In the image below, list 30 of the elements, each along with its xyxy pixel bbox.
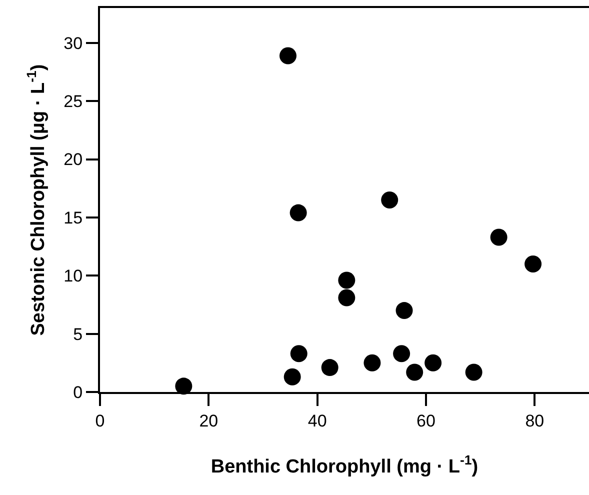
point: [290, 204, 307, 222]
y-tick-label: 5: [73, 324, 83, 344]
point: [465, 364, 482, 381]
point: [321, 359, 338, 376]
point: [175, 378, 192, 395]
y-tick-label: 10: [64, 266, 83, 286]
x-tick-label: 0: [95, 411, 105, 430]
point: [290, 345, 308, 362]
y-tick-label: 15: [64, 208, 83, 228]
point: [406, 364, 424, 381]
y-tick-label: 25: [64, 92, 83, 112]
point: [490, 228, 508, 246]
point: [280, 47, 296, 64]
point: [338, 272, 356, 289]
point: [396, 302, 413, 320]
x-axis-title: Benthic Chlorophyll (mg · L$^{-1}$): [210, 452, 478, 478]
x-tick-label: 80: [525, 411, 544, 430]
point: [424, 354, 442, 372]
point: [524, 256, 542, 272]
x-tick-label: 60: [416, 411, 436, 430]
x-tick-label: 40: [308, 411, 327, 430]
x-tick-label: 20: [199, 411, 218, 430]
point: [338, 289, 356, 306]
point: [284, 368, 301, 386]
point: [393, 345, 410, 362]
point: [381, 192, 398, 208]
y-tick-label: 0: [73, 382, 83, 402]
point: [364, 354, 381, 372]
y-tick-label: 30: [64, 34, 83, 53]
y-tick-label: 20: [64, 150, 83, 170]
